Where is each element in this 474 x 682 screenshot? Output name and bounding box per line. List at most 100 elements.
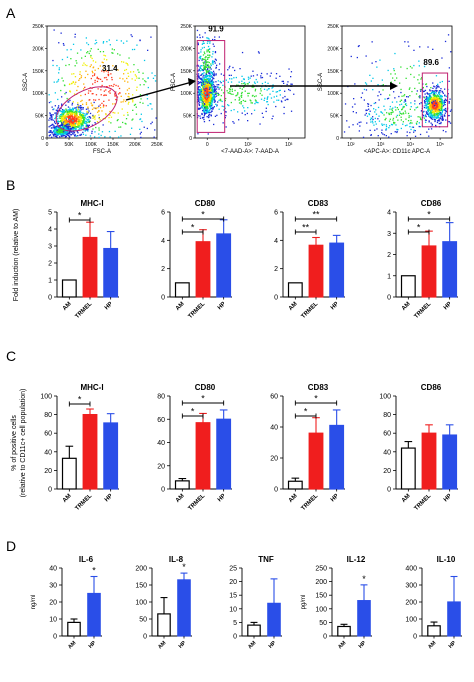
flow-event-dot <box>211 87 213 89</box>
flow-event-dot <box>57 127 60 129</box>
flow-event-dot <box>91 124 94 126</box>
flow-event-dot <box>139 84 141 86</box>
flow-event-dot <box>75 113 77 115</box>
flow-event-dot <box>435 89 437 92</box>
flow-event-dot <box>208 76 211 78</box>
flow-event-dot <box>400 116 402 118</box>
flow-event-dot <box>428 112 430 114</box>
flow-event-dot <box>209 67 211 69</box>
flow-event-dot <box>283 82 285 84</box>
flow-event-dot <box>275 77 277 79</box>
flow-event-dot <box>269 75 271 77</box>
flow-event-dot <box>202 82 204 84</box>
flow-event-dot <box>101 80 103 82</box>
flow-event-dot <box>217 101 219 103</box>
flow-event-dot <box>139 133 141 135</box>
flow-event-dot <box>436 121 439 124</box>
flow-event-dot <box>425 119 427 121</box>
flow-event-dot <box>117 93 120 95</box>
flow-event-dot <box>94 116 96 119</box>
flow-event-dot <box>98 110 100 112</box>
flow-event-dot <box>435 110 437 112</box>
flow-event-dot <box>244 114 246 116</box>
flow-event-dot <box>67 117 69 119</box>
flow-event-dot <box>233 122 235 124</box>
flow-event-dot <box>77 124 79 126</box>
bar-am <box>61 279 77 298</box>
flow-event-dot <box>433 106 435 108</box>
flow-event-dot <box>439 95 441 98</box>
flow-y-tick-label: 50K <box>330 114 340 120</box>
flow-event-dot <box>360 96 362 99</box>
flow-event-dot <box>107 73 109 76</box>
flow-event-dot <box>401 109 403 111</box>
flow-event-dot <box>75 120 77 122</box>
flow-event-dot <box>348 126 350 128</box>
flow-event-dot <box>204 80 206 82</box>
flow-event-dot <box>92 75 94 77</box>
flow-event-dot <box>73 124 75 126</box>
flow-event-dot <box>441 57 443 59</box>
flow-event-dot <box>429 98 431 100</box>
bar-trmel <box>421 245 437 298</box>
flow-event-dot <box>67 129 69 131</box>
flow-event-dot <box>206 85 208 87</box>
flow-event-dot <box>117 53 119 55</box>
category-label: AM <box>175 493 186 504</box>
flow-event-dot <box>87 125 89 128</box>
flow-event-dot <box>62 130 64 132</box>
flow-event-dot <box>220 112 222 115</box>
flow-event-dot <box>204 107 206 109</box>
flow-event-dot <box>431 111 433 113</box>
flow-event-dot <box>67 120 70 122</box>
flow-event-dot <box>207 96 209 98</box>
flow-event-dot <box>231 88 233 90</box>
flow-event-dot <box>426 104 428 107</box>
flow-event-dot <box>237 92 239 94</box>
flow-event-dot <box>53 130 55 132</box>
flow-event-dot <box>230 109 232 112</box>
flow-event-dot <box>395 109 397 111</box>
flow-event-dot <box>260 75 262 77</box>
flow-event-dot <box>210 71 212 73</box>
flow-event-dot <box>374 102 377 104</box>
flow-event-dot <box>208 97 210 100</box>
y-tick-label: 200 <box>315 579 327 586</box>
flow-event-dot <box>93 101 95 104</box>
flow-event-dot <box>202 42 204 45</box>
flow-event-dot <box>207 92 209 95</box>
flow-event-dot <box>146 94 148 96</box>
flow-event-dot <box>205 61 208 63</box>
y-tick-label: 0 <box>143 634 147 641</box>
y-tick-label: 1 <box>48 278 52 285</box>
flow-x-tick-label: 0 <box>206 142 209 148</box>
flow-event-dot <box>206 99 208 101</box>
flow-event-dot <box>444 112 446 114</box>
flow-event-dot <box>199 92 202 94</box>
flow-event-dot <box>448 67 450 69</box>
flow-event-dot <box>220 100 222 102</box>
flow-event-dot <box>252 70 254 72</box>
flow-event-dot <box>201 65 203 67</box>
flow-event-dot <box>62 134 64 136</box>
flow-event-dot <box>362 136 365 138</box>
flow-event-dot <box>62 113 64 116</box>
flow-event-dot <box>56 115 58 118</box>
flow-event-dot <box>391 124 393 126</box>
flow-event-dot <box>83 127 85 129</box>
flow-event-dot <box>60 134 62 136</box>
flow-event-dot <box>361 92 364 94</box>
flow-event-dot <box>219 98 221 101</box>
flow-event-dot <box>372 118 374 121</box>
flow-event-dot <box>61 119 63 122</box>
flow-event-dot <box>435 114 438 116</box>
flow-event-dot <box>426 85 428 88</box>
flow-event-dot <box>425 100 427 102</box>
flow-event-dot <box>438 98 440 100</box>
flow-event-dot <box>55 133 58 135</box>
flow-event-dot <box>92 117 94 119</box>
flow-event-dot <box>208 114 210 117</box>
flow-event-dot <box>99 104 101 106</box>
flow-event-dot <box>436 120 439 122</box>
